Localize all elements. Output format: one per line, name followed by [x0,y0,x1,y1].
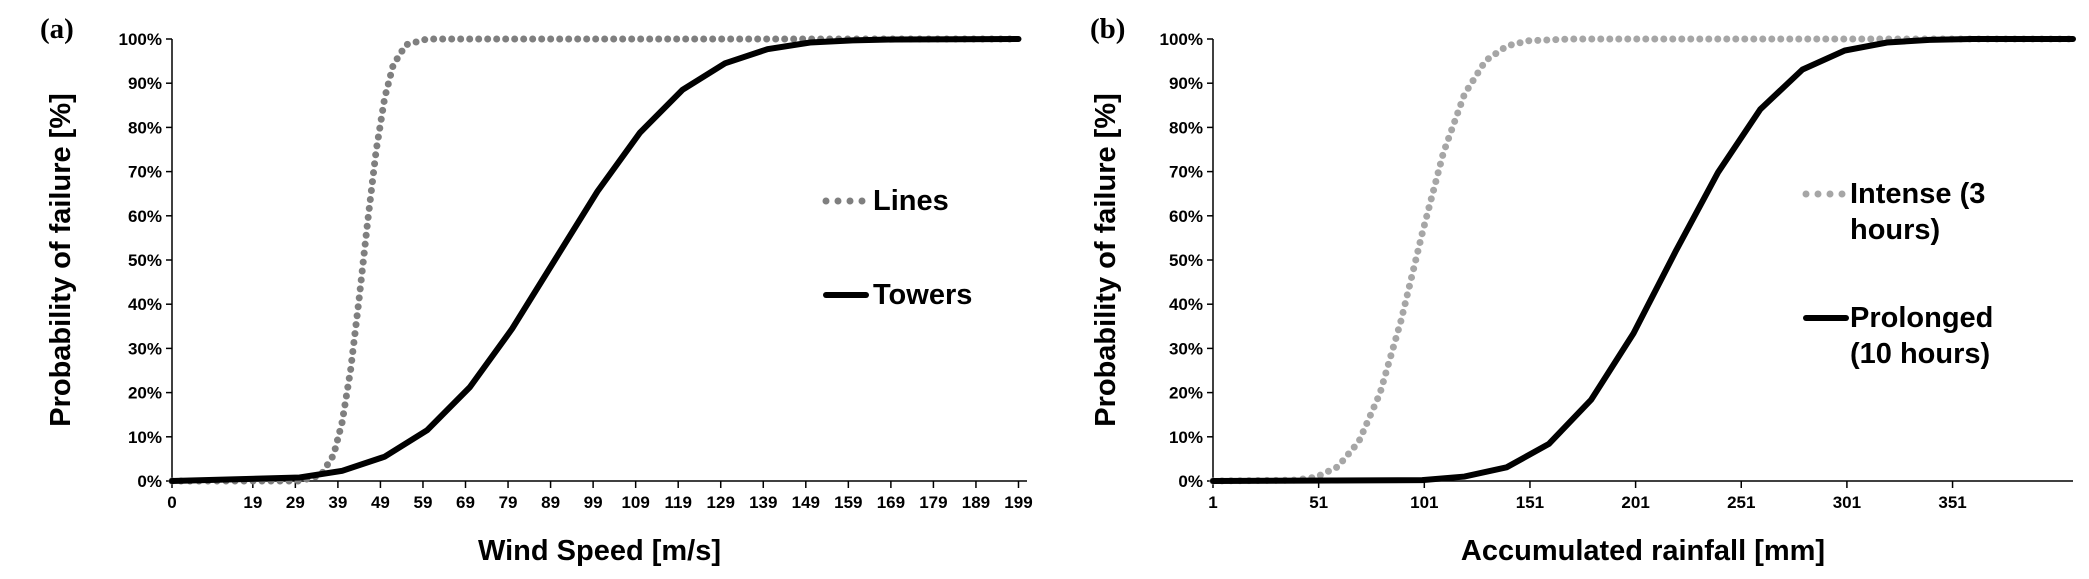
y-tick-label: 0% [137,472,162,491]
y-tick-label: 70% [1169,163,1203,182]
x-tick-label: 109 [621,493,649,512]
x-tick-label: 169 [877,493,905,512]
x-tick-label: 151 [1516,493,1544,512]
x-tick-label: 19 [243,493,262,512]
x-tick-label: 69 [456,493,475,512]
x-axis-title: Accumulated rainfall [mm] [1461,535,1825,567]
y-tick-label: 90% [1169,74,1203,93]
x-tick-label: 139 [749,493,777,512]
series-line [168,35,1022,485]
y-tick-label: 80% [1169,118,1203,137]
y-tick-label: 60% [128,207,162,226]
y-tick-label: 100% [119,30,162,49]
x-tick-label: 79 [499,493,518,512]
legend-label: Lines [873,185,949,217]
x-tick-label: 159 [834,493,862,512]
legend-label: Intense (3 hours) [1850,178,1986,246]
x-tick-label: 59 [414,493,433,512]
legend-label: Towers [873,279,973,311]
x-tick-label: 101 [1410,493,1438,512]
x-tick-label: 199 [1004,493,1032,512]
x-tick-label: 179 [919,493,947,512]
series-line [1210,36,2076,484]
x-tick-label: 49 [371,493,390,512]
x-tick-label: 39 [328,493,347,512]
y-tick-label: 0% [1178,472,1203,491]
x-tick-label: 89 [541,493,560,512]
y-tick-label: 10% [128,428,162,447]
x-tick-label: 351 [1938,493,1966,512]
x-tick-label: 1 [1208,493,1217,512]
x-tick-label: 301 [1833,493,1861,512]
x-tick-label: 99 [584,493,603,512]
x-tick-label: 29 [286,493,305,512]
y-tick-label: 30% [128,339,162,358]
y-axis-title: Probability of failure [%] [1090,93,1122,427]
series-line [1209,35,2077,485]
y-tick-label: 60% [1169,207,1203,226]
y-tick-label: 30% [1169,339,1203,358]
series-line [169,36,1022,484]
x-tick-label: 0 [167,493,176,512]
x-tick-label: 149 [792,493,820,512]
y-tick-label: 20% [1169,384,1203,403]
panel-label: (b) [1090,13,1125,45]
y-tick-label: 100% [1160,30,1203,49]
x-tick-label: 129 [707,493,735,512]
y-tick-label: 40% [1169,295,1203,314]
y-tick-label: 50% [128,251,162,270]
y-tick-label: 20% [128,384,162,403]
y-tick-label: 50% [1169,251,1203,270]
x-tick-label: 51 [1309,493,1328,512]
legend-label: Prolonged (10 hours) [1850,302,1994,370]
y-tick-label: 70% [128,163,162,182]
x-axis-title: Wind Speed [m/s] [478,535,721,567]
x-tick-label: 189 [962,493,990,512]
x-tick-label: 251 [1727,493,1755,512]
y-tick-label: 10% [1169,428,1203,447]
panel-label: (a) [40,13,74,45]
x-tick-label: 201 [1621,493,1649,512]
y-tick-label: 40% [128,295,162,314]
y-axis-title: Probability of failure [%] [45,93,77,427]
x-tick-label: 119 [664,493,691,512]
y-tick-label: 80% [128,118,162,137]
y-tick-label: 90% [128,74,162,93]
